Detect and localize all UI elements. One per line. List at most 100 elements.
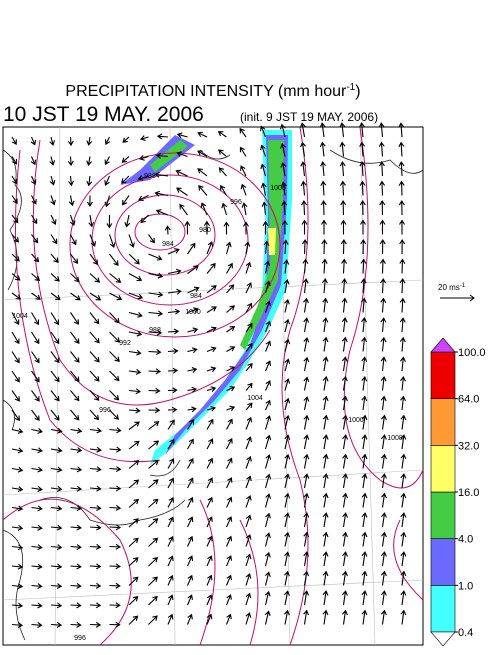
wind-arrow <box>89 485 102 492</box>
isobar-label: 1004 <box>247 395 263 402</box>
wind-arrow <box>197 150 208 157</box>
wind-arrow <box>321 258 328 274</box>
wind-arrow <box>341 356 348 372</box>
wind-arrow <box>245 282 252 294</box>
wind-arrow <box>241 202 248 216</box>
wind-arrow <box>187 265 199 274</box>
colorbar-segment <box>430 585 456 633</box>
wind-arrow <box>303 473 310 489</box>
wind-arrow <box>284 453 291 469</box>
wind-arrow <box>322 297 329 313</box>
wind-arrow <box>245 362 253 372</box>
wind-arrow <box>186 594 193 606</box>
wind-arrow <box>281 200 288 216</box>
wind-arrow <box>226 405 236 412</box>
wind-arrow <box>359 199 366 216</box>
wind-arrow <box>321 238 328 255</box>
wind-arrow <box>30 136 37 146</box>
wind-arrow <box>361 609 368 625</box>
wind-arrow <box>167 308 181 315</box>
wind-arrow <box>30 156 37 166</box>
wind-arrow <box>156 133 169 140</box>
wind-arrow <box>206 574 213 586</box>
wind-arrow <box>70 485 83 492</box>
wind-arrow <box>154 171 169 178</box>
wind-arrow <box>264 434 272 450</box>
wind-arrow <box>31 563 43 570</box>
wind-arrow <box>303 570 310 586</box>
wind-arrow <box>221 202 228 216</box>
wind-arrow <box>89 466 102 473</box>
wind-arrow <box>50 583 63 589</box>
wind-arrow <box>70 621 82 628</box>
wind-arrow <box>11 544 24 551</box>
wind-arrow <box>128 615 139 625</box>
wind-arrow <box>187 327 199 334</box>
wind-arrow <box>380 297 387 313</box>
wind-arrow <box>284 397 291 411</box>
wind-arrow <box>109 427 122 434</box>
wind-arrow <box>70 312 80 325</box>
wind-arrow <box>70 524 82 531</box>
wind-arrow <box>187 347 198 354</box>
wind-arrow <box>67 156 74 167</box>
precip-3 <box>240 140 284 350</box>
wind-arrow <box>109 253 119 266</box>
wind-arrow <box>148 253 163 261</box>
wind-arrow <box>381 512 387 528</box>
wind-arrow <box>148 349 162 355</box>
wind-arrow <box>109 504 122 511</box>
wind-arrow <box>400 395 407 411</box>
wind-arrow <box>148 368 162 375</box>
wind-arrow <box>341 278 348 294</box>
wind-arrow <box>322 453 329 469</box>
wind-arrow <box>260 182 267 196</box>
wind-arrow <box>322 473 329 489</box>
isobar-label: 1008 <box>387 435 403 442</box>
wind-arrow <box>148 557 159 567</box>
wind-arrow <box>184 220 191 235</box>
wind-arrow <box>303 551 310 567</box>
wind-arrow <box>303 414 310 430</box>
wind-arrow <box>89 602 102 609</box>
wind-arrow <box>360 297 367 313</box>
wind-arrow <box>11 370 20 383</box>
wind-arrow <box>284 531 290 547</box>
wind-ref-exponent: -1 <box>460 283 466 289</box>
wind-arrow <box>88 214 95 228</box>
colorbar: 0.4 1.0 4.0 16.0 32.0 64.0 100.0 <box>430 337 486 647</box>
wind-arrow <box>322 356 329 372</box>
wind-arrow <box>70 351 80 363</box>
wind-arrow <box>50 447 63 454</box>
wind-arrow <box>31 214 38 225</box>
wind-arrow <box>380 609 387 625</box>
wind-arrow <box>31 195 37 205</box>
wind-arrow <box>206 555 213 567</box>
wind-arrow <box>264 280 271 294</box>
wind-arrow <box>167 406 178 413</box>
wind-arrow <box>322 492 329 508</box>
wind-arrow <box>303 376 310 391</box>
wind-arrow <box>11 312 20 326</box>
wind-arrow <box>167 458 175 469</box>
wind-arrow <box>31 486 43 492</box>
wind-arrow <box>361 336 368 352</box>
wind-arrow <box>11 583 24 590</box>
wind-arrow <box>245 573 252 586</box>
wind-arrow <box>197 131 208 138</box>
wind-arrow <box>70 409 80 421</box>
wind-arrow <box>86 136 93 146</box>
wind-arrow <box>381 473 387 489</box>
wind-arrow <box>89 582 102 589</box>
colorbar-segment <box>430 491 456 539</box>
wind-arrow <box>124 214 131 228</box>
wind-arrow <box>31 390 40 402</box>
isobar-label: 980 <box>199 227 211 234</box>
isobar-label: 1000 <box>185 309 201 316</box>
wind-arrow <box>342 395 348 411</box>
wind-arrow <box>240 165 247 177</box>
wind-arrow <box>283 259 290 274</box>
wind-arrow <box>50 234 58 245</box>
wind-arrow <box>284 434 291 450</box>
wind-arrow <box>239 127 247 138</box>
